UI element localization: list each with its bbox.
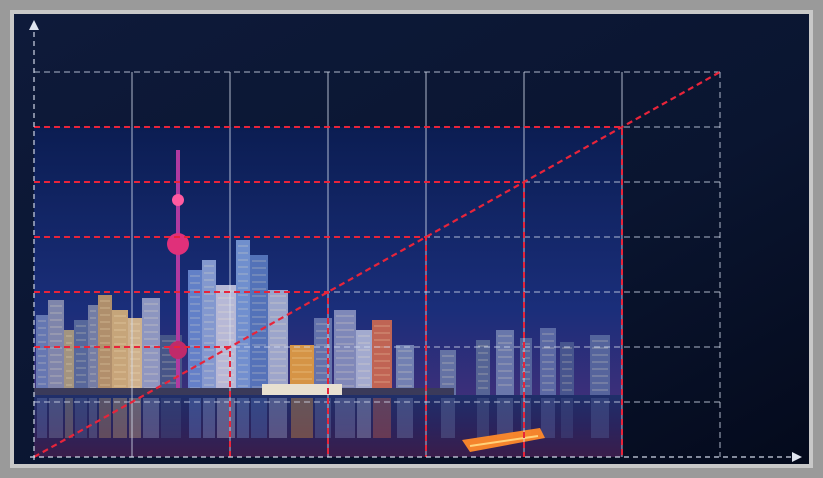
building [440, 350, 456, 398]
building [128, 318, 142, 398]
red-guides [33, 71, 721, 458]
reflection [129, 398, 141, 438]
reflection [373, 398, 391, 438]
building [112, 310, 128, 398]
diagonal [33, 71, 721, 458]
building [268, 290, 288, 398]
building [590, 335, 610, 398]
reflection [217, 398, 235, 438]
building [188, 270, 202, 398]
reflection [497, 398, 513, 438]
reflection [237, 398, 249, 438]
reflections [37, 398, 609, 438]
building [64, 330, 74, 398]
building [250, 255, 268, 398]
red-rect [34, 291, 329, 457]
y-arrow [29, 20, 39, 30]
reflection [75, 398, 87, 438]
reflection [89, 398, 97, 438]
building [236, 240, 250, 398]
reflection [251, 398, 267, 438]
building [372, 320, 392, 398]
reflection [113, 398, 127, 438]
tower-sphere [172, 194, 184, 206]
building [216, 285, 236, 398]
reflection [161, 398, 181, 438]
axes [29, 20, 802, 462]
red-rect [34, 126, 623, 457]
reflection [541, 398, 555, 438]
reflection [203, 398, 215, 438]
building [142, 298, 160, 398]
reflection [291, 398, 313, 438]
hall [262, 384, 342, 398]
reflection [49, 398, 63, 438]
reflection [561, 398, 573, 438]
reflection [521, 398, 531, 438]
x-arrow [792, 452, 802, 462]
reflection [591, 398, 609, 438]
reflection [189, 398, 201, 438]
boat-lights [469, 435, 539, 447]
reflection [37, 398, 47, 438]
building [36, 315, 48, 398]
building [540, 328, 556, 398]
tower-sphere [167, 233, 189, 255]
reflection [397, 398, 413, 438]
building [396, 345, 414, 398]
reflection [143, 398, 159, 438]
building [476, 340, 490, 398]
reflection [65, 398, 73, 438]
reflection [335, 398, 355, 438]
reflection [441, 398, 455, 438]
building [560, 342, 574, 398]
reflection [269, 398, 287, 438]
building [74, 320, 88, 398]
building [88, 305, 98, 398]
tower-shaft [176, 150, 180, 398]
building [202, 260, 216, 398]
building [334, 310, 356, 398]
tower-sphere [169, 341, 187, 359]
red-rect [34, 236, 427, 457]
reflection [357, 398, 371, 438]
reflection [477, 398, 489, 438]
building [48, 300, 64, 398]
